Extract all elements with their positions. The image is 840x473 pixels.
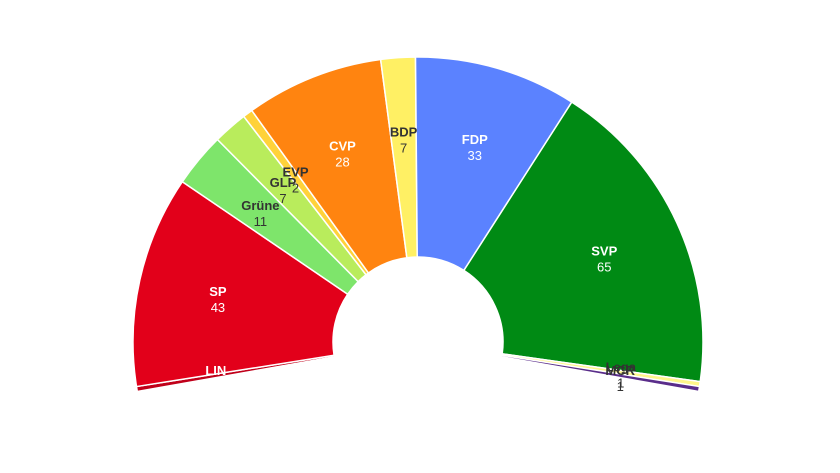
slices-layer <box>132 56 704 393</box>
label-name-mcr: MCR <box>605 363 635 378</box>
label-name-evp: EVP <box>283 165 309 180</box>
label-name-glp: GLP <box>270 175 297 190</box>
label-name-cvp: CVP <box>329 138 356 153</box>
label-name-lega: Lega <box>606 359 637 374</box>
label-value-cvp: 28 <box>335 154 349 169</box>
slice-fdp <box>414 56 573 272</box>
label-value-lega: 1 <box>617 375 624 390</box>
slice-mcr <box>500 354 701 393</box>
label-name-fdp: FDP <box>462 132 488 147</box>
label-name-sp: SP <box>209 284 227 299</box>
label-value-svp: 65 <box>597 259 611 274</box>
slice-sp <box>132 180 349 388</box>
slice-svp <box>463 101 704 383</box>
label-value-mcr: 1 <box>617 379 624 394</box>
label-value-glp: 7 <box>279 191 286 206</box>
label-value-grune: 11 <box>254 214 268 229</box>
labels-layer: LIN1SP43Grüne11GLP7EVP2CVP28BDP7FDP33SVP… <box>205 125 636 394</box>
label-name-lin: LIN <box>205 363 226 378</box>
label-value-bdp: 7 <box>400 141 407 156</box>
label-value-sp: 43 <box>211 300 225 315</box>
label-value-evp: 2 <box>292 181 299 196</box>
label-name-grune: Grüne <box>241 198 279 213</box>
label-value-fdp: 33 <box>468 148 482 163</box>
label-name-svp: SVP <box>591 243 617 258</box>
label-value-lin: 1 <box>212 379 219 394</box>
label-name-bdp: BDP <box>390 125 418 140</box>
